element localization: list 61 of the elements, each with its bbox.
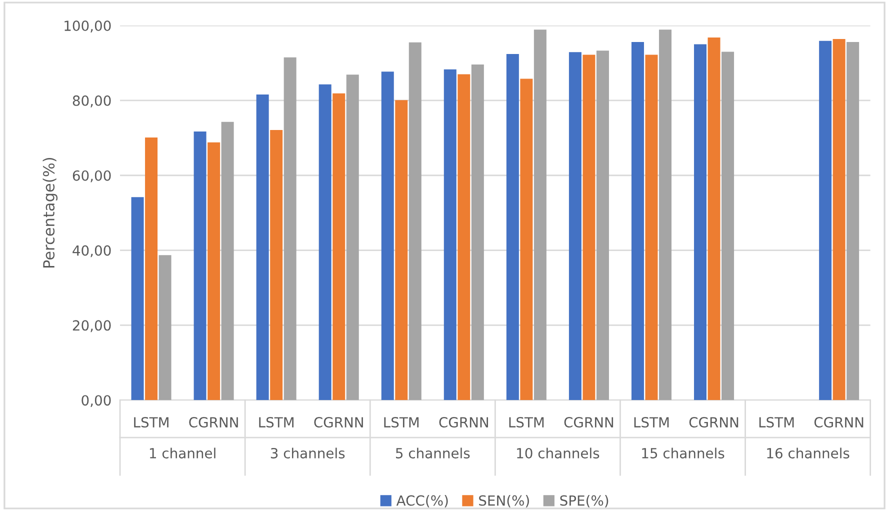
bar bbox=[722, 52, 734, 400]
bar bbox=[645, 54, 658, 400]
bar bbox=[208, 142, 220, 400]
bar bbox=[819, 40, 832, 400]
y-tick-label: 60,00 bbox=[72, 170, 111, 182]
text: 5 channels bbox=[396, 448, 470, 458]
bar bbox=[708, 38, 720, 400]
bar bbox=[506, 54, 519, 400]
bar bbox=[444, 69, 456, 400]
y-tick-label: 40,00 bbox=[72, 245, 111, 258]
bar bbox=[631, 42, 644, 400]
x-tick-label: CGRNN bbox=[814, 417, 864, 428]
x-tick-label: LSTM bbox=[134, 417, 168, 428]
bar bbox=[131, 197, 144, 400]
legend-label: ACC(%) bbox=[396, 495, 448, 508]
bar bbox=[395, 100, 408, 400]
x-tick-label: LSTM bbox=[634, 417, 669, 428]
x-tick-label: LSTM bbox=[259, 417, 294, 428]
bar bbox=[832, 39, 846, 400]
bar bbox=[596, 50, 609, 400]
x-tick-label: LSTM bbox=[509, 417, 544, 428]
y-tick-label: 20,00 bbox=[72, 320, 111, 332]
bar bbox=[568, 52, 582, 400]
x-tick-label: CGRNN bbox=[689, 417, 738, 428]
text: 10 channels bbox=[517, 448, 600, 458]
y-axis-title: Percentage(%) bbox=[42, 158, 58, 268]
bar bbox=[534, 30, 546, 400]
bar bbox=[256, 94, 269, 400]
y-tick-label: 80,00 bbox=[72, 95, 111, 108]
text: 1 channel bbox=[150, 448, 216, 458]
bar bbox=[221, 122, 234, 400]
bar bbox=[694, 44, 707, 400]
bar bbox=[471, 64, 484, 400]
x-tick-label: LSTM bbox=[759, 417, 794, 428]
bar bbox=[846, 42, 860, 400]
bar bbox=[194, 132, 206, 400]
y-tick-label: 0,00 bbox=[82, 395, 111, 408]
x-tick-label: CGRNN bbox=[314, 417, 363, 428]
x-tick-label: CGRNN bbox=[564, 417, 614, 428]
text: 16 channels bbox=[767, 448, 850, 458]
bar bbox=[346, 74, 359, 400]
bar bbox=[284, 57, 296, 400]
bar bbox=[408, 42, 422, 400]
bar bbox=[145, 138, 158, 400]
x-tick-label: CGRNN bbox=[439, 417, 488, 428]
x-tick-label: CGRNN bbox=[189, 417, 238, 428]
bar bbox=[318, 84, 332, 400]
x-tick-label: LSTM bbox=[384, 417, 419, 428]
legend-label: SPE(%) bbox=[560, 495, 608, 508]
y-tick-label: 100,00 bbox=[64, 20, 111, 32]
bar bbox=[458, 74, 470, 400]
legend-label: SEN(%) bbox=[479, 495, 529, 508]
bar bbox=[381, 72, 394, 400]
text: 3 channels bbox=[270, 448, 345, 458]
bar bbox=[582, 54, 596, 400]
text: 15 channels bbox=[642, 448, 724, 458]
bar bbox=[158, 255, 172, 400]
bar bbox=[332, 93, 346, 400]
bar bbox=[520, 78, 533, 400]
bar bbox=[658, 30, 672, 400]
bar bbox=[270, 130, 283, 400]
